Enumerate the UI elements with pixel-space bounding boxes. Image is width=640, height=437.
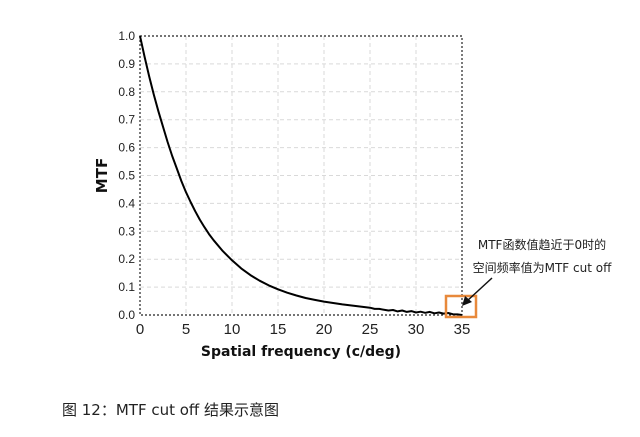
mtf-curve [139,35,463,316]
x-tick-label: 10 [224,321,241,338]
annotation-arrow-head [462,296,472,306]
x-tick-label: 30 [408,321,425,338]
y-tick-label: 0.5 [118,169,135,183]
annotation-line-1: MTF函数值趋近于0时的 [478,237,606,252]
y-tick-label: 0.0 [118,308,135,322]
y-tick-label: 0.6 [118,141,135,155]
x-tick-label: 25 [362,321,379,338]
y-tick-label: 0.3 [118,224,135,238]
y-tick-label: 0.1 [118,280,135,294]
y-tick-label: 1.0 [118,29,135,43]
cutoff-highlight-box [444,294,478,319]
grid-lines [140,36,462,315]
x-tick-label: 5 [182,321,190,338]
x-tick-labels: 0 5 10 15 20 25 30 35 [136,321,471,338]
y-tick-label: 0.2 [118,252,135,266]
x-axis-label: Spatial frequency (c/deg) [201,344,401,360]
y-tick-label: 0.9 [118,57,135,71]
y-tick-labels: 0.0 0.1 0.2 0.3 0.4 0.5 0.6 0.7 0.8 0.9 1.0 [118,29,135,322]
figure-caption: 图 12：MTF cut off 结果示意图 [62,401,280,419]
plot-frame [139,35,463,316]
x-tick-label: 15 [270,321,287,338]
x-tick-label: 35 [454,321,471,338]
y-tick-label: 0.4 [118,196,135,210]
y-tick-label: 0.8 [118,85,135,99]
x-tick-label: 0 [136,321,144,338]
y-axis-label: MTF [93,158,111,193]
annotation-line-2: 空间频率值为MTF cut off [473,260,612,275]
y-tick-label: 0.7 [118,113,135,127]
annotation-arrow [466,277,493,302]
x-tick-label: 20 [316,321,333,338]
